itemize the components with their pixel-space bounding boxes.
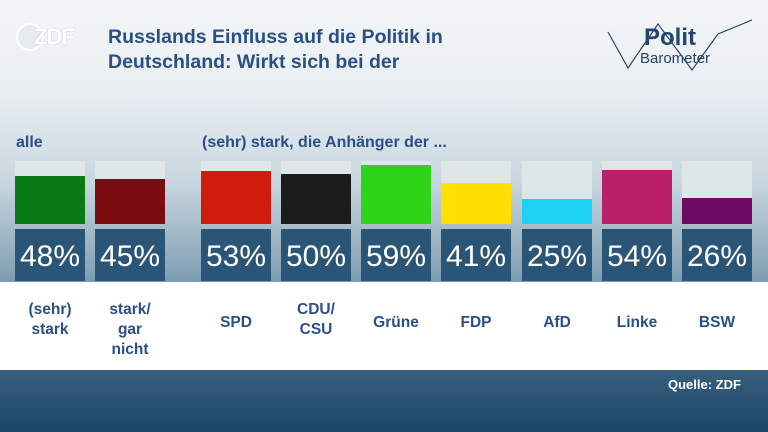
bar xyxy=(522,199,592,224)
value-label: 41% xyxy=(446,240,506,273)
chart-title-line-2: Deutschland: Wirkt sich bei der xyxy=(108,51,400,73)
value-box xyxy=(441,229,511,281)
category-label-line: SPD xyxy=(220,314,252,331)
category-label-line: stark/ xyxy=(109,301,151,318)
politbarometer-zigzag xyxy=(607,19,753,72)
category-label: FDP xyxy=(440,313,512,383)
category-label: CDU/CSU xyxy=(280,300,352,370)
bar xyxy=(15,176,85,224)
category-label-line: (sehr) xyxy=(28,301,72,318)
zdf-logo-disc xyxy=(16,23,44,51)
category-label: SPD xyxy=(200,313,272,383)
bar xyxy=(281,174,351,224)
value-label: 26% xyxy=(687,240,747,273)
group-label-parties: (sehr) stark, die Anhänger der ... xyxy=(202,134,447,151)
bar xyxy=(361,165,431,224)
category-label: Grüne xyxy=(360,313,432,383)
value-box xyxy=(361,229,431,281)
category-label-line: CSU xyxy=(299,321,333,338)
category-label-line: nicht xyxy=(111,341,149,358)
category-label: stark/gar nicht xyxy=(94,300,166,370)
category-label-line: BSW xyxy=(698,314,736,331)
value-box xyxy=(95,229,165,281)
category-label: (sehr) stark xyxy=(14,300,86,370)
category-label-line: AfD xyxy=(543,314,571,331)
bar xyxy=(95,179,165,224)
value-box xyxy=(15,229,85,281)
value-box xyxy=(602,229,672,281)
politbarometer-line-2: Barometer xyxy=(640,50,711,67)
category-label-line: Grüne xyxy=(373,314,419,331)
value-label: 53% xyxy=(206,240,266,273)
category-label-line: stark xyxy=(31,321,69,338)
value-label: 54% xyxy=(607,240,667,273)
source-note: Quelle: ZDF xyxy=(668,377,741,392)
category-label-line: FDP xyxy=(460,314,492,331)
chart-title-line-1: Russlands Einfluss auf die Politik in xyxy=(108,26,443,48)
politbarometer-line-1: Polit xyxy=(644,24,696,51)
category-label-line: Linke xyxy=(616,314,658,331)
value-label: 25% xyxy=(527,240,587,273)
value-label: 59% xyxy=(366,240,426,273)
category-label: BSW xyxy=(681,313,753,383)
value-box xyxy=(201,229,271,281)
bar xyxy=(441,183,511,224)
value-box xyxy=(522,229,592,281)
category-label: Linke xyxy=(601,313,673,383)
value-box xyxy=(682,229,752,281)
category-panel xyxy=(0,282,768,370)
bar xyxy=(201,171,271,224)
value-label: 45% xyxy=(100,240,160,273)
category-label-line: CDU/ xyxy=(297,301,335,318)
group-label-all: alle xyxy=(16,134,43,151)
bar xyxy=(602,170,672,224)
bar xyxy=(682,198,752,224)
politbarometer-logo: Polit Barometer xyxy=(606,18,754,78)
chart-title: Russlands Einfluss auf die Politik in De… xyxy=(108,25,548,75)
category-label: AfD xyxy=(521,313,593,383)
value-label: 48% xyxy=(20,240,80,273)
category-label-line: gar xyxy=(117,321,143,338)
zdf-logo-text: ZDF xyxy=(34,24,75,49)
value-box xyxy=(281,229,351,281)
zdf-logo: ZDF xyxy=(16,23,78,51)
value-label: 50% xyxy=(286,240,346,273)
